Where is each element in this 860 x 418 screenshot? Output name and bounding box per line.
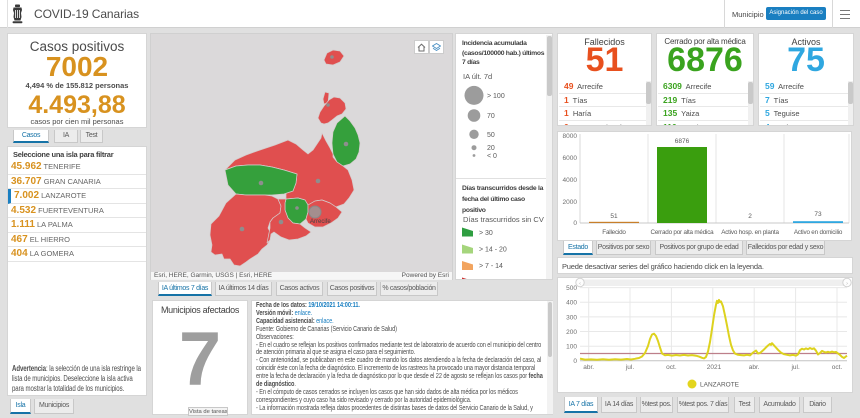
svg-text:2021: 2021 xyxy=(707,364,722,371)
svg-text:< 0: < 0 xyxy=(487,153,497,160)
svg-text:oct.: oct. xyxy=(666,364,677,371)
svg-text:oct.: oct. xyxy=(832,364,843,371)
svg-text:‹: ‹ xyxy=(579,281,581,287)
svg-text:500: 500 xyxy=(566,285,577,292)
svg-text:0: 0 xyxy=(573,358,577,365)
svg-text:Fallecido: Fallecido xyxy=(602,229,626,236)
svg-text:6000: 6000 xyxy=(563,155,578,162)
svg-text:50: 50 xyxy=(487,132,495,139)
svg-text:100: 100 xyxy=(566,344,577,351)
svg-text:Arrecife: Arrecife xyxy=(310,219,331,225)
svg-text:200: 200 xyxy=(566,329,577,336)
svg-text:300: 300 xyxy=(566,314,577,321)
svg-text:›: › xyxy=(846,281,848,287)
svg-text:abr.: abr. xyxy=(749,364,760,371)
svg-text:> 7 - 14: > 7 - 14 xyxy=(479,263,503,270)
svg-text:20: 20 xyxy=(487,145,495,152)
svg-text:abr.: abr. xyxy=(583,364,594,371)
svg-text:LANZAROTE: LANZAROTE xyxy=(700,382,740,389)
svg-text:4000: 4000 xyxy=(563,177,578,184)
svg-text:6876: 6876 xyxy=(675,138,690,145)
svg-text:> 30: > 30 xyxy=(479,230,493,237)
svg-text:2: 2 xyxy=(748,213,752,220)
svg-text:70: 70 xyxy=(487,113,495,120)
svg-text:0: 0 xyxy=(573,220,577,227)
svg-text:jul.: jul. xyxy=(790,364,800,371)
svg-text:Activo hosp. en planta: Activo hosp. en planta xyxy=(721,229,779,236)
svg-text:8000: 8000 xyxy=(563,133,578,140)
svg-text:> 14 - 20: > 14 - 20 xyxy=(479,247,507,254)
svg-text:Activo en domicilio: Activo en domicilio xyxy=(794,229,843,236)
svg-text:> 100: > 100 xyxy=(487,93,505,100)
svg-text:51: 51 xyxy=(610,213,618,220)
svg-text:2000: 2000 xyxy=(563,199,578,206)
svg-text:73: 73 xyxy=(814,211,822,218)
svg-text:jul.: jul. xyxy=(625,364,635,371)
svg-text:400: 400 xyxy=(566,300,577,307)
svg-text:Cerrado por alta médica: Cerrado por alta médica xyxy=(651,229,715,236)
